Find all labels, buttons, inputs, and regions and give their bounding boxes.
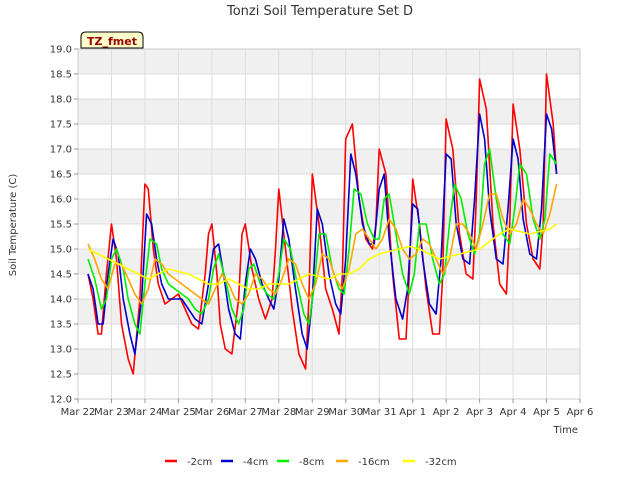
axes xyxy=(74,48,581,403)
grid-band xyxy=(78,49,580,74)
legend: -2cm -4cm -8cm -16cm -32cm xyxy=(165,457,457,468)
grid-band xyxy=(78,99,580,124)
y-tick-label: 13.5 xyxy=(50,320,72,331)
series-line-neg32cm xyxy=(87,223,558,290)
legend-item: -4cm xyxy=(221,457,268,468)
grid-band xyxy=(78,299,580,324)
x-tick-label: Apr 1 xyxy=(399,407,426,418)
y-tick-labels: 12.0 12.5 13.0 13.5 14.0 14.5 15.0 15.5 16.0 16.5… xyxy=(50,45,72,406)
site-badge-label: TZ_fmet xyxy=(87,35,137,48)
x-tick-label: Mar 31 xyxy=(362,407,397,418)
series-line-neg2cm xyxy=(87,73,558,375)
legend-label: -2cm xyxy=(187,457,212,468)
y-tick-label: 15.0 xyxy=(50,245,72,256)
y-tick-label: 18.5 xyxy=(50,70,72,81)
y-tick-label: 12.0 xyxy=(50,395,72,406)
y-tick-label: 17.0 xyxy=(50,145,72,156)
x-tick-label: Apr 4 xyxy=(500,407,527,418)
legend-label: -4cm xyxy=(243,457,268,468)
x-tick-label: Mar 27 xyxy=(228,407,263,418)
chart-title: Tonzi Soil Temperature Set D xyxy=(226,4,413,19)
x-tick-label: Apr 2 xyxy=(433,407,460,418)
y-tick-label: 12.5 xyxy=(50,370,72,381)
grid-band xyxy=(78,199,580,224)
legend-item: -2cm xyxy=(165,457,212,468)
y-axis-label: Soil Temperature (C) xyxy=(8,174,19,277)
series-line-neg4cm xyxy=(87,113,558,355)
x-tick-label: Apr 6 xyxy=(567,407,594,418)
y-tick-label: 19.0 xyxy=(50,45,72,56)
y-tick-label: 18.0 xyxy=(50,95,72,106)
y-tick-label: 13.0 xyxy=(50,345,72,356)
legend-item: -8cm xyxy=(277,457,324,468)
y-tick-label: 14.5 xyxy=(50,270,72,281)
grid-band xyxy=(78,149,580,174)
x-tick-label: Mar 29 xyxy=(295,407,330,418)
x-tick-label: Mar 30 xyxy=(328,407,363,418)
series-layer xyxy=(87,73,558,375)
y-tick-label: 17.5 xyxy=(50,120,72,131)
y-tick-label: 14.0 xyxy=(50,295,72,306)
legend-label: -8cm xyxy=(299,457,324,468)
x-tick-label: Mar 24 xyxy=(128,407,163,418)
x-tick-label: Mar 25 xyxy=(161,407,196,418)
legend-item: -32cm xyxy=(403,457,457,468)
legend-label: -32cm xyxy=(425,457,457,468)
x-tick-label: Mar 26 xyxy=(194,407,229,418)
grid-band xyxy=(78,349,580,374)
site-badge: TZ_fmet xyxy=(80,31,144,49)
x-tick-label: Mar 23 xyxy=(94,407,129,418)
y-tick-label: 16.5 xyxy=(50,170,72,181)
x-tick-label: Mar 22 xyxy=(61,407,96,418)
legend-item: -16cm xyxy=(336,457,390,468)
legend-label: -16cm xyxy=(358,457,390,468)
x-tick-label: Apr 5 xyxy=(533,407,560,418)
y-tick-label: 15.5 xyxy=(50,220,72,231)
x-tick-label: Apr 3 xyxy=(466,407,493,418)
x-axis-label: Time xyxy=(553,425,578,436)
y-tick-label: 16.0 xyxy=(50,195,72,206)
x-tick-label: Mar 28 xyxy=(261,407,296,418)
